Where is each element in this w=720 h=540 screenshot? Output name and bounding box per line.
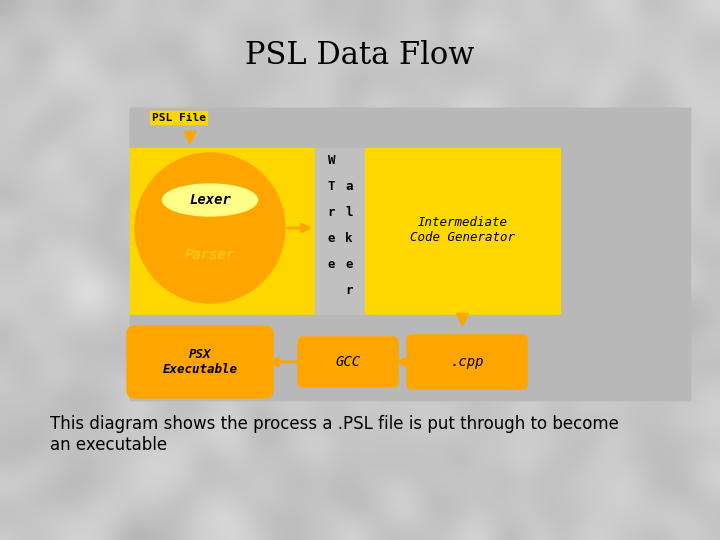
Text: PSL File: PSL File <box>152 113 206 123</box>
Text: Intermediate
Code Generator: Intermediate Code Generator <box>410 216 515 244</box>
Text: Lexer: Lexer <box>189 193 231 207</box>
FancyBboxPatch shape <box>407 335 527 389</box>
Bar <box>130 108 690 148</box>
Text: .cpp: .cpp <box>450 355 484 369</box>
Text: e: e <box>328 232 335 245</box>
Text: e: e <box>328 258 335 271</box>
Bar <box>130 148 315 315</box>
Text: PSL Data Flow: PSL Data Flow <box>246 39 474 71</box>
Text: l: l <box>345 206 353 219</box>
Text: PSX
Executable: PSX Executable <box>163 348 238 376</box>
Bar <box>315 148 365 315</box>
Bar <box>130 315 690 400</box>
Text: This diagram shows the process a .PSL file is put through to become
an executabl: This diagram shows the process a .PSL fi… <box>50 415 619 454</box>
Text: r: r <box>345 284 353 296</box>
Ellipse shape <box>163 184 258 216</box>
FancyBboxPatch shape <box>127 326 273 398</box>
Bar <box>365 148 560 315</box>
Circle shape <box>135 153 285 303</box>
Text: GCC: GCC <box>336 355 361 369</box>
Text: r: r <box>328 206 335 219</box>
Bar <box>130 108 690 400</box>
FancyBboxPatch shape <box>298 337 398 387</box>
Text: a: a <box>345 179 353 192</box>
Text: T: T <box>328 179 335 192</box>
Text: k: k <box>345 232 353 245</box>
Text: e: e <box>345 258 353 271</box>
Text: W: W <box>328 153 335 166</box>
Text: Parser: Parser <box>185 248 235 262</box>
